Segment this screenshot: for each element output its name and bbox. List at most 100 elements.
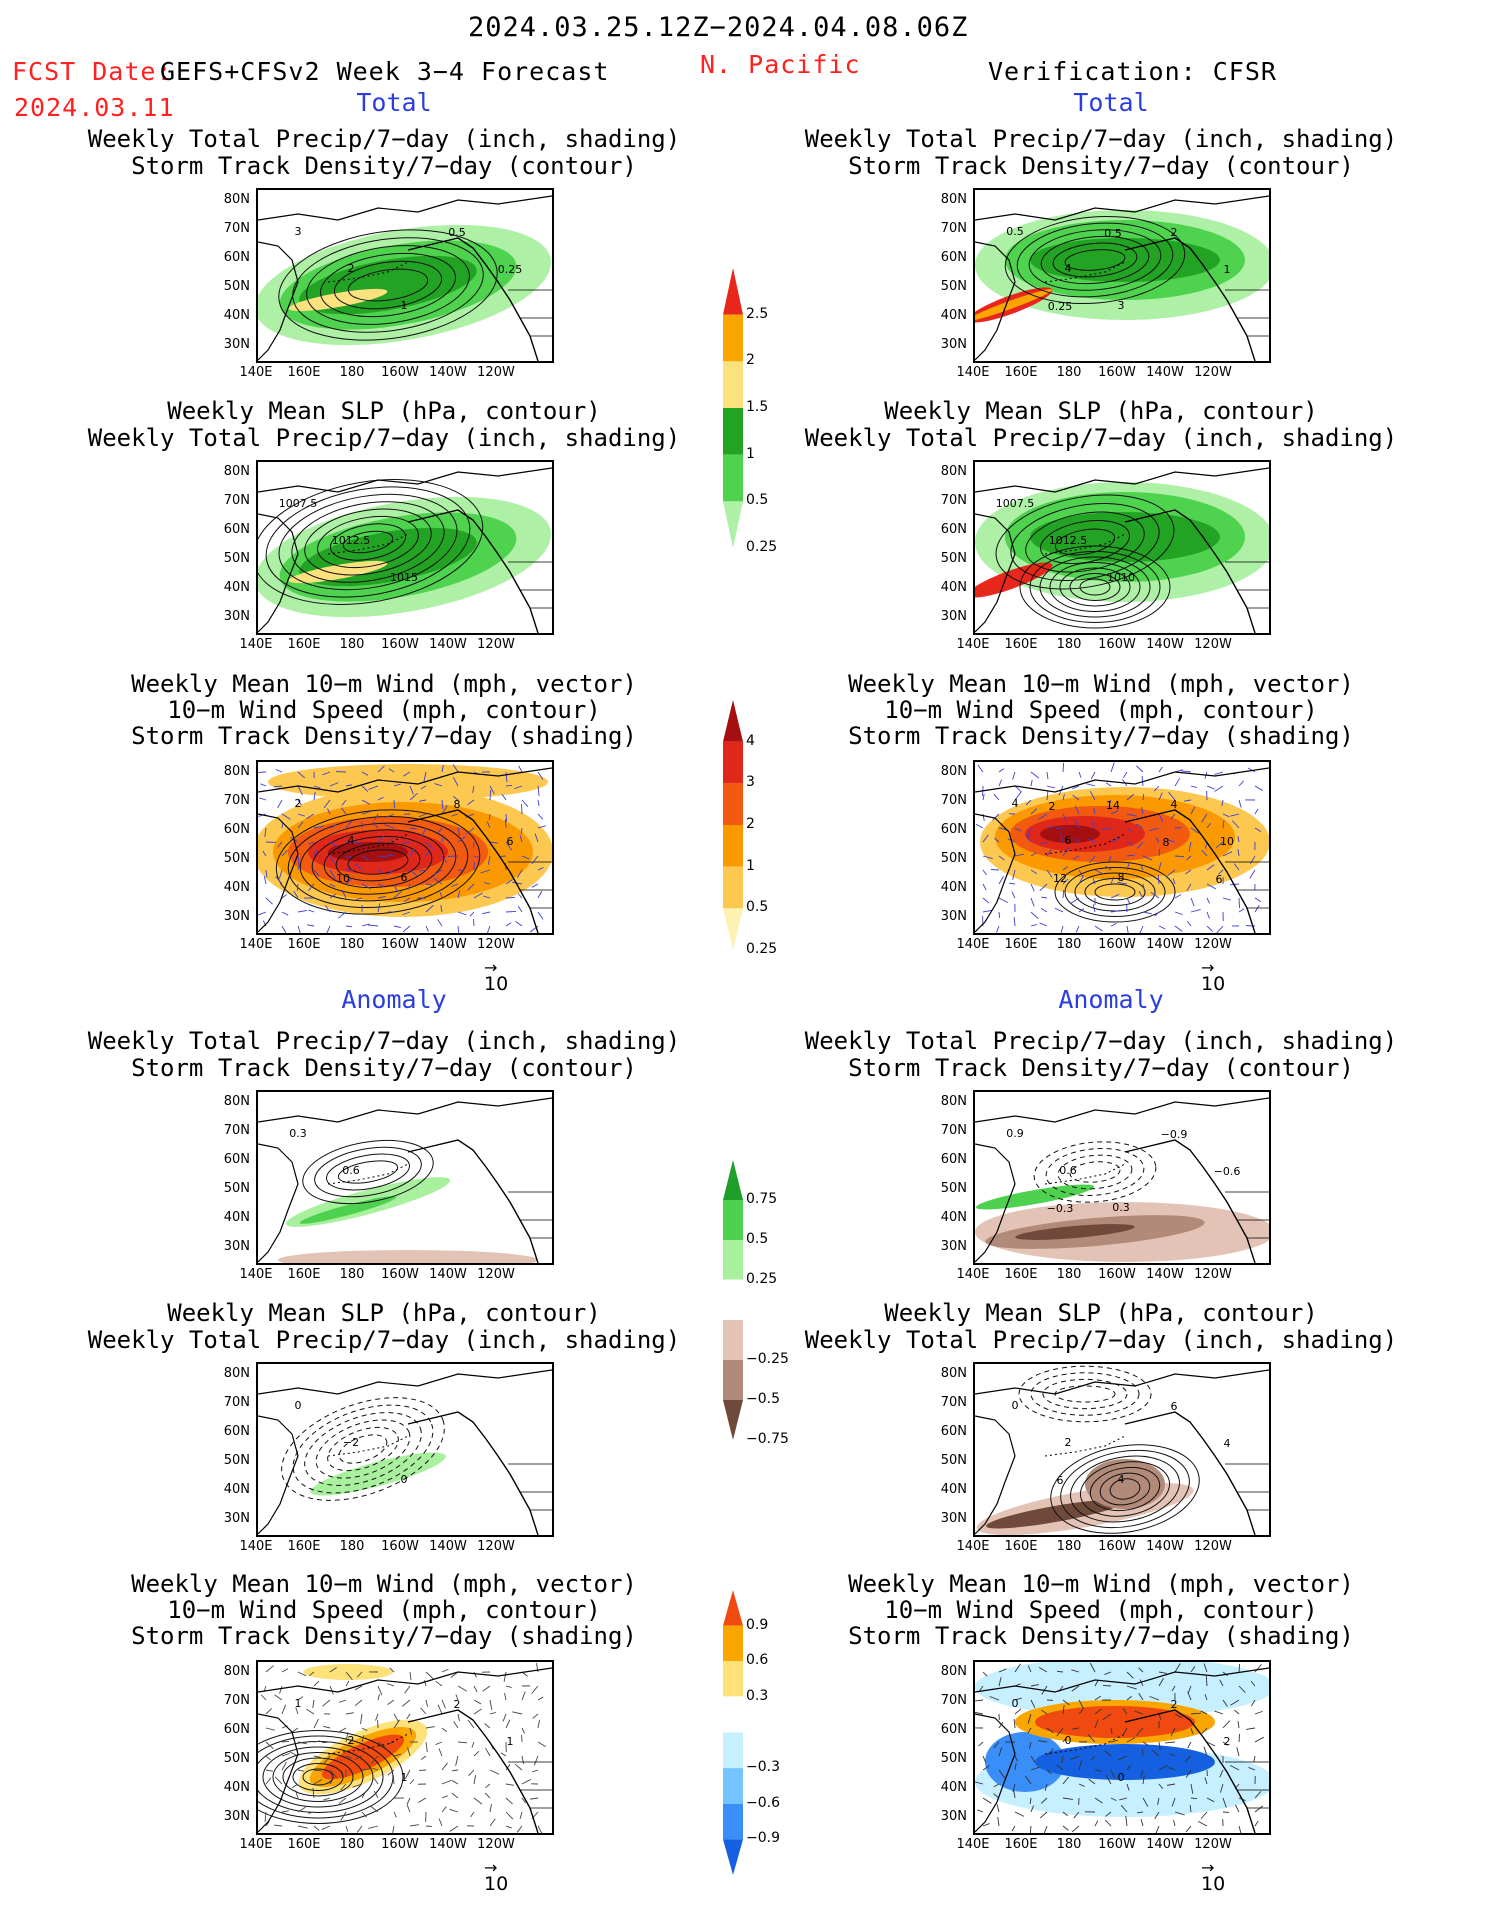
wind-vector: [1074, 805, 1080, 815]
latitude-label: 40N: [940, 880, 967, 895]
wind-vector: [1166, 869, 1176, 877]
longitude-label: 140E: [239, 637, 273, 652]
wind-vector: [339, 1699, 347, 1703]
latitude-label: 30N: [940, 909, 967, 924]
wind-vector: [392, 1825, 395, 1833]
wind-vector: [1014, 785, 1022, 793]
wind-anomaly-contour: [258, 1730, 404, 1824]
latitude-label: 30N: [223, 909, 250, 924]
contour-label: 2: [454, 1698, 461, 1711]
wind-vector: [345, 840, 357, 843]
colorbar-label: −0.6: [746, 1794, 780, 1811]
wind-vector: [377, 855, 388, 858]
longitude-label: 140E: [956, 1267, 990, 1282]
wind-vector: [1040, 841, 1048, 845]
contour-label: 6: [1216, 873, 1223, 886]
wind-vector: [1110, 810, 1119, 815]
state-borders: [508, 1761, 552, 1809]
wind-vector: [1231, 820, 1240, 829]
wind-vector: [1030, 883, 1035, 892]
reference-vector: → 10: [484, 1860, 508, 1896]
colorbar-segment: [723, 1803, 743, 1840]
wind-vector: [423, 771, 427, 782]
longitude-label: 140W: [1146, 1539, 1184, 1554]
wind-vector: [1078, 1760, 1083, 1771]
wind-vector: [1140, 1819, 1144, 1827]
wind-vector: [1181, 770, 1192, 773]
storm-track-anomaly-contour: [326, 1153, 410, 1191]
wind-vector: [1030, 771, 1040, 779]
contour-label: 6: [507, 835, 514, 848]
wind-vector: [992, 813, 1000, 821]
title-fcst-total-slp-1: Weekly Mean SLP (hPa, contour): [167, 397, 601, 425]
wind-vector: [1186, 855, 1192, 861]
wind-vector: [326, 925, 331, 933]
wind-vector: [1206, 911, 1210, 919]
contour-label: 0: [295, 1399, 302, 1412]
wind-vector: [1072, 855, 1080, 860]
longitude-label: 120W: [477, 937, 515, 952]
colorbar-label: 3: [746, 774, 755, 791]
wind-vector: [361, 810, 372, 815]
wind-vector: [1171, 1685, 1176, 1692]
wind-vector: [998, 1747, 1003, 1757]
wind-vector: [322, 1699, 331, 1707]
wind-vector: [1222, 820, 1225, 829]
wind-vector: [537, 785, 540, 796]
wind-vector: [468, 1769, 475, 1777]
north-america-coastline: [1124, 1411, 1256, 1535]
wind-vector: [1201, 1727, 1208, 1735]
wind-vector: [307, 924, 315, 927]
wind-vector: [313, 1718, 319, 1729]
wind-vector: [1120, 1804, 1128, 1813]
latitude-label: 30N: [223, 337, 250, 352]
wind-vector: [329, 1778, 334, 1785]
colorbar-label: 0.75: [746, 1191, 778, 1207]
wind-vector: [1188, 841, 1192, 852]
wind-vector: [1237, 1721, 1240, 1729]
wind-vector: [437, 1704, 443, 1715]
wind-vector: [485, 1783, 491, 1789]
wind-vector: [1204, 1777, 1208, 1785]
latitude-label: 70N: [940, 493, 967, 508]
wind-vector: [1138, 1667, 1144, 1673]
wind-vector: [306, 1708, 315, 1715]
wind-vector: [377, 1741, 386, 1748]
wind-vector: [1030, 1805, 1035, 1813]
wind-vector: [1013, 917, 1016, 927]
wind-vector: [457, 1713, 460, 1721]
wind-vector: [265, 1741, 274, 1750]
reference-vector-arrow: →: [484, 958, 498, 977]
wind-vector: [1158, 925, 1166, 930]
longitude-label: 140E: [956, 637, 990, 652]
longitude-label: 160W: [1098, 1267, 1136, 1282]
asia-coastline: [258, 1143, 299, 1263]
wind-vector: [484, 882, 491, 885]
wind-vector: [1214, 771, 1224, 776]
wind-vector: [259, 797, 267, 801]
colorbar-segment: [722, 1696, 744, 1733]
wind-vector: [1154, 911, 1160, 917]
wind-vector: [1136, 841, 1144, 849]
longitude-label: 160W: [1098, 365, 1136, 380]
wind-vector: [1074, 818, 1080, 829]
contour-label: 1: [295, 1697, 302, 1710]
wind-vector: [281, 813, 291, 820]
wind-speed-contour: [1064, 867, 1166, 917]
latitude-label: 40N: [223, 1780, 250, 1795]
wind-vector: [409, 1779, 415, 1785]
contour-label: 1007.5: [996, 497, 1035, 510]
wind-vector: [1214, 785, 1224, 792]
longitude-label: 140W: [429, 1539, 467, 1554]
wind-vector: [393, 1811, 397, 1818]
wind-vector: [425, 1671, 434, 1680]
slp-contour: [1079, 578, 1111, 596]
wind-vector: [500, 1752, 507, 1757]
wind-vector: [1126, 897, 1131, 904]
slp-anomaly-contour: [1050, 1444, 1200, 1534]
wind-vector: [1149, 1696, 1160, 1701]
wind-vector: [435, 1741, 443, 1746]
wind-vector: [281, 894, 288, 899]
wind-vector: [322, 771, 331, 776]
wind-vector: [1014, 853, 1024, 857]
